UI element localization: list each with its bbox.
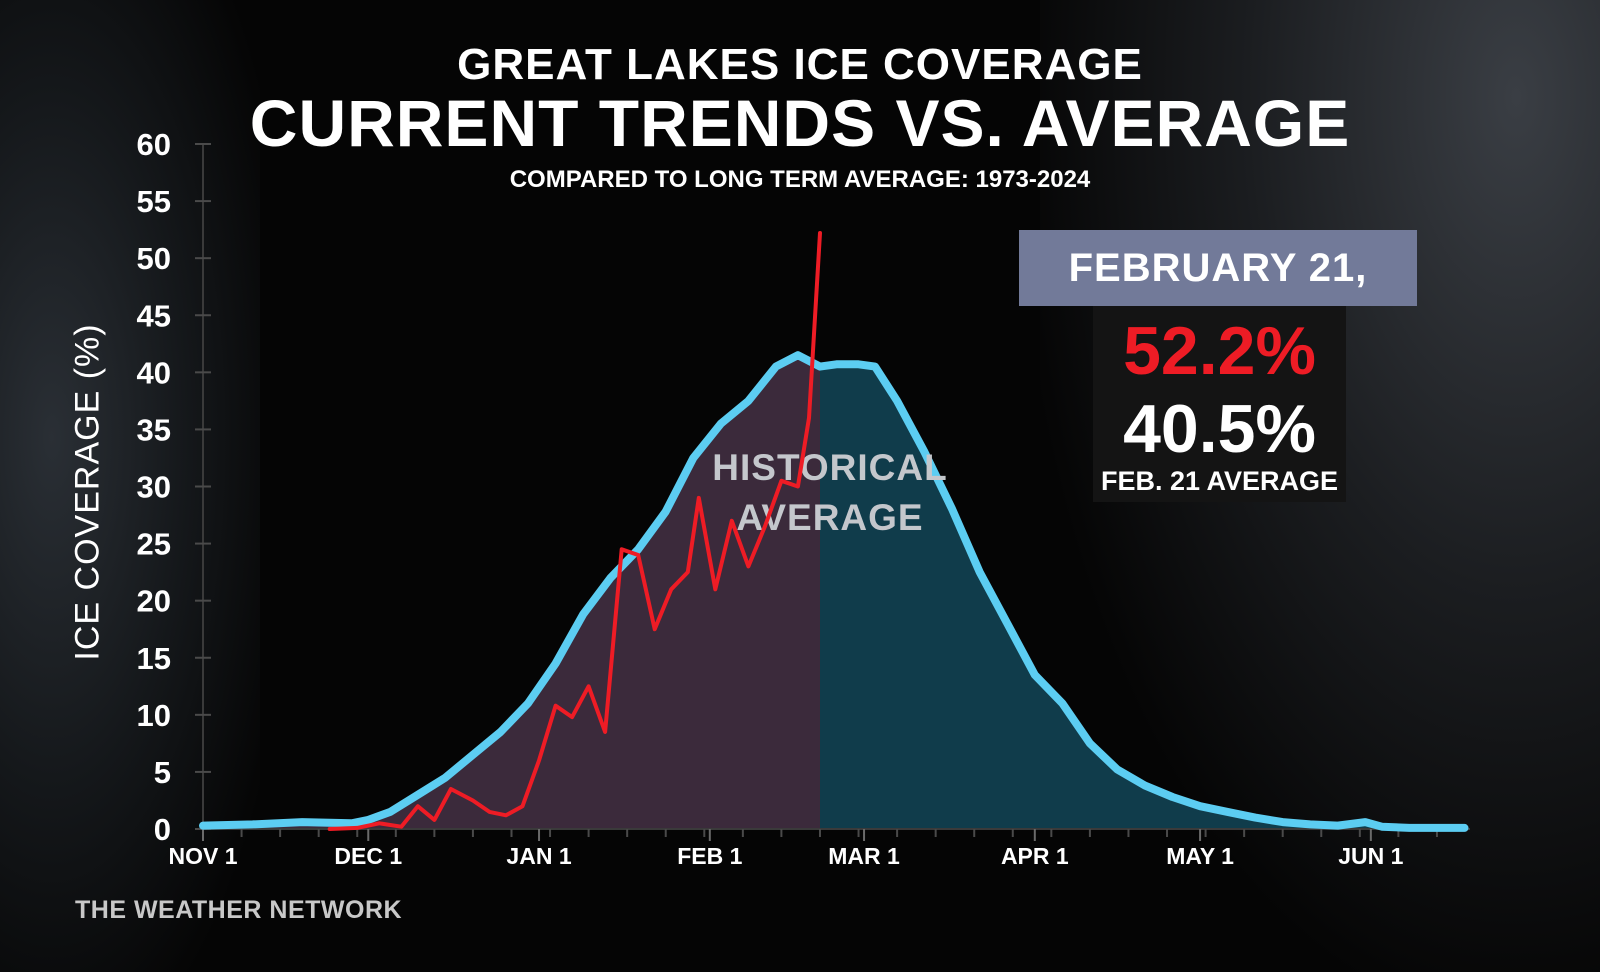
average-label: FEB. 21 AVERAGE	[1100, 466, 1339, 496]
y-tick-label: 0	[154, 812, 171, 847]
x-tick-label: JUN 1	[1338, 843, 1403, 869]
callout-values: 52.2% 40.5% FEB. 21 AVERAGE	[1093, 306, 1346, 502]
brand-logo-text: THE WEATHER NETWORK	[75, 896, 403, 924]
x-tick-label: JAN 1	[506, 843, 571, 869]
y-tick-label: 20	[137, 584, 171, 619]
y-tick-label: 30	[137, 470, 171, 505]
historical-average-annotation: HISTORICAL	[712, 447, 947, 488]
subtitle: COMPARED TO LONG TERM AVERAGE: 1973-2024	[509, 166, 1091, 193]
y-tick-label: 25	[137, 527, 171, 562]
background-left-image	[0, 0, 260, 972]
title-line1: GREAT LAKES ICE COVERAGE	[457, 40, 1143, 89]
average-area-remaining	[819, 364, 1465, 829]
y-tick-label: 55	[137, 184, 171, 219]
x-tick-label: MAR 1	[828, 843, 900, 869]
average-value: 40.5%	[1123, 391, 1316, 467]
y-tick-label: 60	[137, 127, 171, 162]
x-tick-label: MAY 1	[1166, 843, 1234, 869]
average-area-elapsed	[203, 355, 820, 829]
x-tick-label: FEB 1	[677, 843, 742, 869]
current-value: 52.2%	[1123, 313, 1316, 389]
y-tick-label: 5	[154, 755, 171, 790]
x-tick-label: APR 1	[1001, 843, 1069, 869]
current-series-line	[327, 231, 822, 831]
x-tick-label: DEC 1	[334, 843, 402, 869]
y-tick-label: 50	[137, 241, 171, 276]
title-line2: CURRENT TRENDS VS. AVERAGE	[249, 86, 1351, 160]
y-tick-label: 10	[137, 698, 171, 733]
y-tick-label: 15	[137, 641, 171, 676]
y-tick-label: 40	[137, 355, 171, 390]
x-tick-label: NOV 1	[168, 843, 237, 869]
average-series-line	[199, 351, 1469, 832]
y-tick-label: 45	[137, 298, 171, 333]
y-tick-label: 35	[137, 412, 171, 447]
